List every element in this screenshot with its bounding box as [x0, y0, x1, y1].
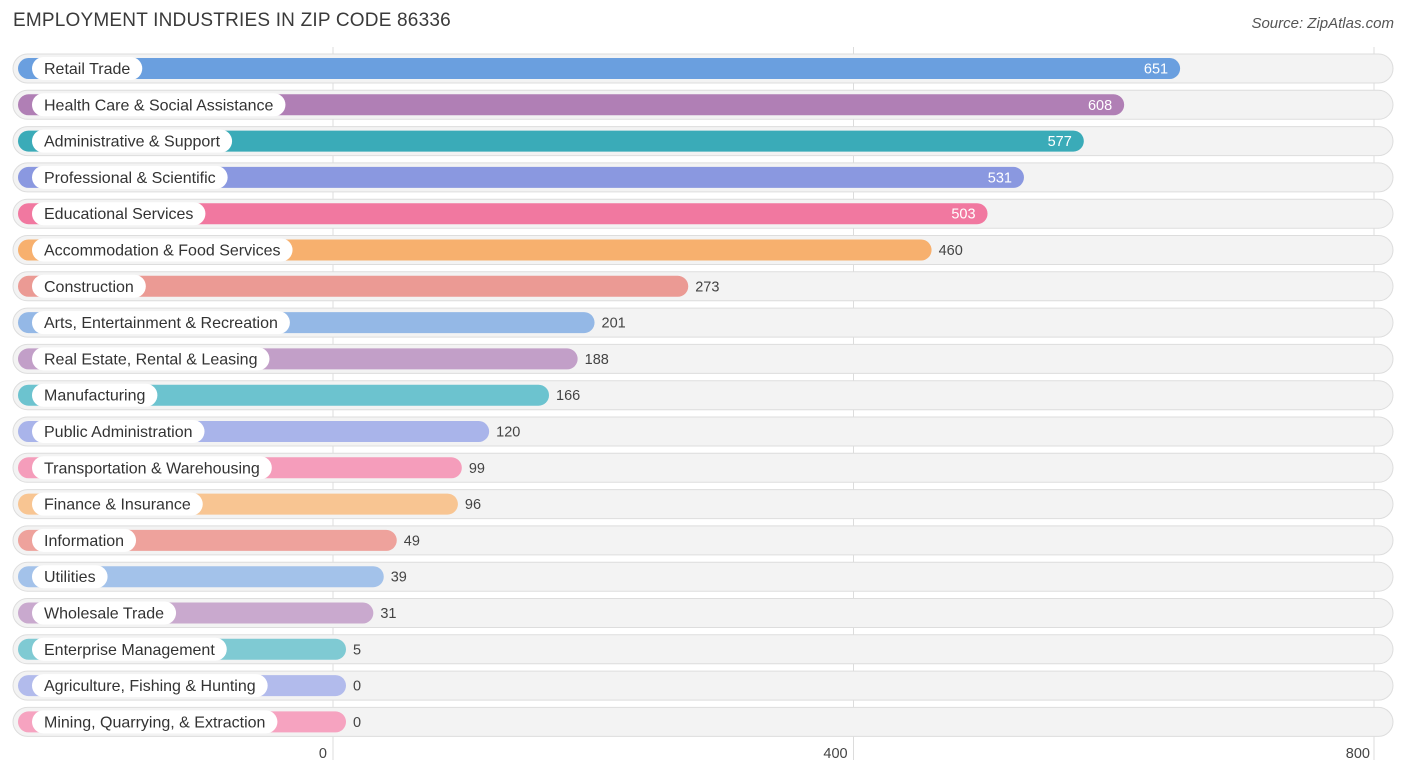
bar — [18, 275, 689, 297]
category-pill — [32, 710, 278, 734]
row-track — [12, 634, 1394, 665]
value-label: 201 — [602, 316, 626, 332]
category-label: Real Estate, Rental & Leasing — [44, 351, 257, 368]
category-pill — [32, 674, 268, 698]
category-pill — [32, 637, 227, 661]
category-label: Finance & Insurance — [44, 497, 191, 514]
chart-source: Source: ZipAtlas.com — [1251, 15, 1394, 32]
value-label: 0 — [353, 679, 361, 695]
x-tick-label: 400 — [823, 746, 847, 762]
value-label: 0 — [353, 715, 361, 731]
category-pill — [32, 456, 272, 480]
category-label: Accommodation & Food Services — [44, 243, 281, 260]
category-pill — [32, 347, 270, 371]
category-pill — [32, 274, 146, 298]
category-label: Utilities — [44, 569, 96, 586]
bar — [18, 166, 1024, 188]
bar — [18, 566, 384, 588]
category-pill — [32, 492, 203, 516]
bar — [18, 203, 988, 225]
category-pill — [32, 238, 293, 262]
value-label: 120 — [496, 425, 520, 441]
category-label: Mining, Quarrying, & Extraction — [44, 714, 265, 731]
category-label: Transportation & Warehousing — [44, 460, 260, 477]
value-label: 99 — [469, 461, 485, 477]
category-pill — [32, 528, 137, 552]
value-label: 96 — [465, 497, 481, 513]
value-label: 31 — [380, 606, 396, 622]
category-label: Public Administration — [44, 424, 193, 441]
bar — [18, 130, 1084, 152]
value-label: 188 — [585, 352, 609, 368]
x-tick-label: 800 — [1346, 746, 1370, 762]
category-pill — [32, 420, 205, 443]
category-pill — [32, 565, 108, 589]
value-label: 5 — [353, 642, 361, 658]
value-label: 608 — [1088, 98, 1112, 114]
category-label: Retail Trade — [44, 61, 130, 78]
value-label: 651 — [1144, 62, 1168, 78]
value-label: 39 — [391, 570, 407, 586]
category-pill — [32, 311, 290, 335]
category-pill — [32, 383, 158, 407]
category-label: Arts, Entertainment & Recreation — [44, 315, 278, 332]
row-track — [12, 706, 1394, 737]
category-label: Construction — [44, 279, 134, 296]
value-label: 166 — [556, 388, 580, 404]
category-label: Professional & Scientific — [44, 170, 216, 187]
value-label: 577 — [1048, 134, 1072, 150]
row-track — [12, 670, 1394, 701]
bar — [18, 94, 1125, 116]
x-tick-label: 0 — [319, 746, 327, 762]
category-pill — [32, 93, 286, 117]
category-pill — [32, 129, 233, 153]
bar — [18, 58, 1181, 79]
category-label: Educational Services — [44, 206, 193, 223]
value-label: 49 — [404, 533, 420, 549]
value-label: 273 — [695, 279, 719, 295]
category-label: Enterprise Management — [44, 642, 215, 659]
value-label: 460 — [939, 243, 963, 259]
category-label: Agriculture, Fishing & Hunting — [44, 678, 256, 695]
category-pill — [32, 601, 177, 625]
value-label: 503 — [951, 207, 975, 223]
category-label: Health Care & Social Assistance — [44, 97, 274, 114]
category-label: Wholesale Trade — [44, 606, 164, 623]
category-label: Administrative & Support — [44, 134, 221, 151]
category-pill — [32, 165, 228, 189]
value-label: 531 — [988, 170, 1012, 186]
chart-title: EMPLOYMENT INDUSTRIES IN ZIP CODE 86336 — [13, 10, 451, 31]
category-pill — [32, 202, 206, 226]
category-label: Manufacturing — [44, 388, 145, 405]
category-label: Information — [44, 533, 124, 550]
category-pill — [32, 57, 143, 80]
